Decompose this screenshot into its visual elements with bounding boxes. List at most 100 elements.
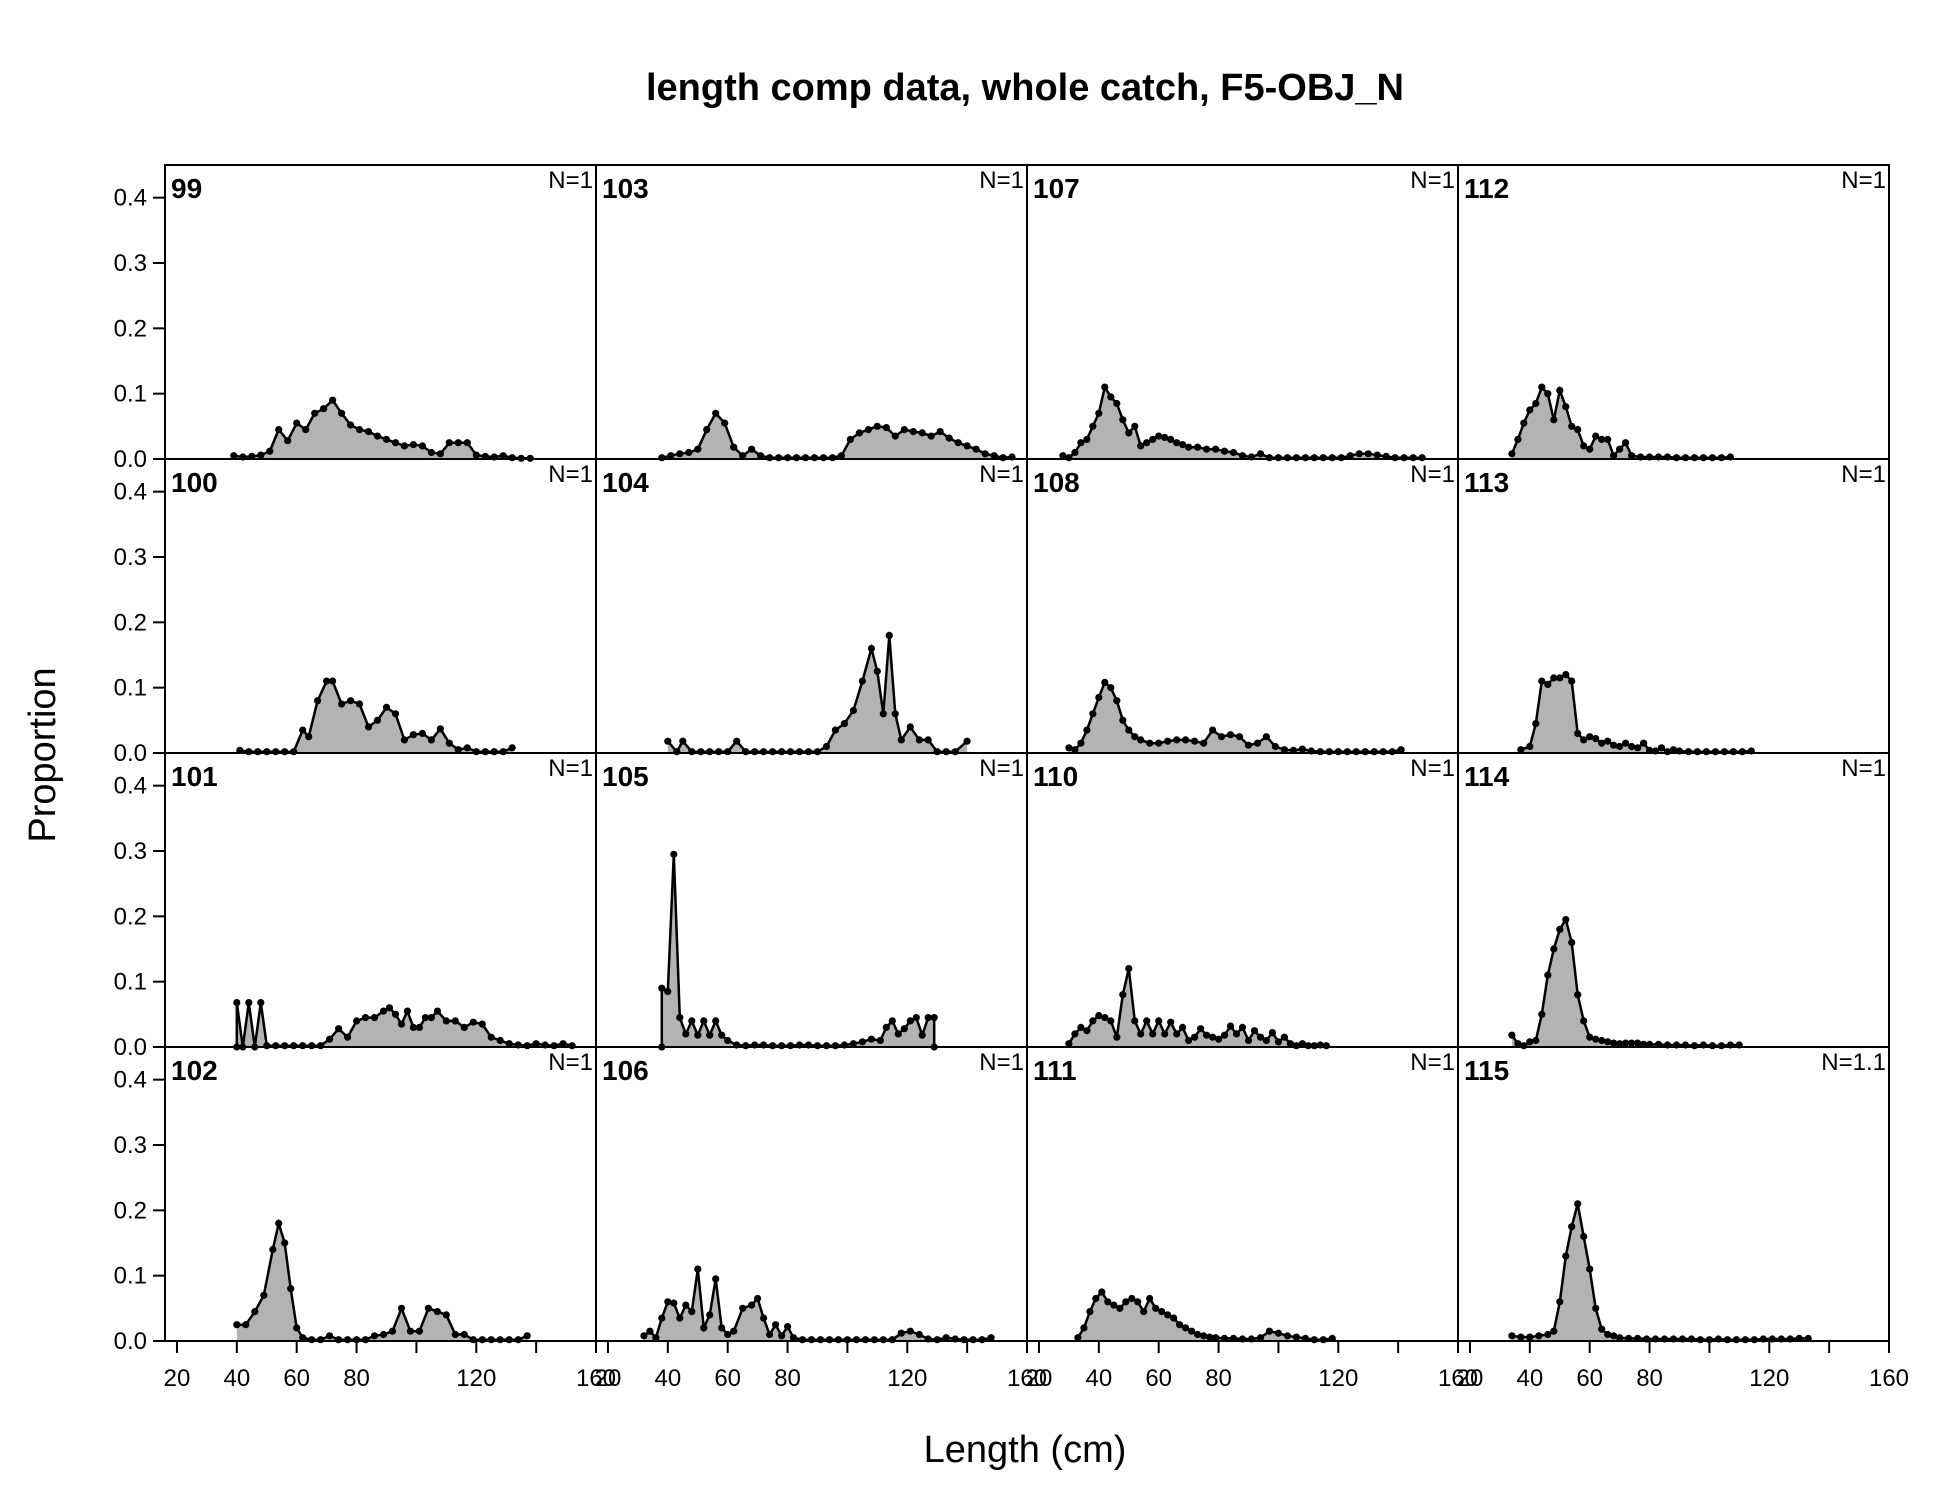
data-point-105 <box>912 1014 920 1022</box>
data-point-105 <box>769 1042 777 1050</box>
data-point-113 <box>1669 746 1678 754</box>
panel-frame-114 <box>1457 752 1890 1048</box>
data-point-111 <box>1152 1304 1160 1312</box>
data-point-115 <box>1526 1333 1534 1341</box>
data-point-112 <box>1568 422 1576 430</box>
data-point-108 <box>1095 693 1103 702</box>
data-point-106 <box>879 1336 887 1344</box>
data-point-111 <box>1212 1334 1220 1342</box>
data-point-110 <box>1322 1042 1330 1050</box>
y-tick-label: 0.3 <box>114 838 147 865</box>
data-point-114 <box>1592 1035 1600 1043</box>
data-point-101 <box>478 1020 486 1028</box>
series-line-103 <box>661 411 1013 459</box>
data-point-106 <box>718 1324 726 1332</box>
y-tick-label: 0.2 <box>114 1197 147 1224</box>
data-point-108 <box>1137 736 1145 744</box>
data-point-102 <box>335 1336 343 1344</box>
data-point-107 <box>1089 422 1097 430</box>
data-point-99 <box>454 439 462 447</box>
data-point-101 <box>326 1035 334 1043</box>
data-point-112 <box>1538 383 1546 391</box>
data-point-101 <box>397 1020 406 1028</box>
data-point-101 <box>361 1014 370 1022</box>
data-point-112 <box>1708 454 1716 462</box>
data-point-102 <box>287 1285 295 1293</box>
data-point-104 <box>786 748 795 756</box>
data-point-104 <box>760 748 768 756</box>
data-point-105 <box>724 1036 732 1045</box>
data-point-101 <box>487 1033 495 1041</box>
data-point-103 <box>918 429 926 437</box>
data-point-115 <box>1562 1252 1570 1260</box>
data-point-100 <box>329 677 337 685</box>
data-point-99 <box>284 437 292 445</box>
data-point-108 <box>1191 737 1199 745</box>
x-tick-label: 40 <box>1085 1365 1112 1392</box>
data-point-110 <box>1161 1030 1169 1038</box>
data-point-108 <box>1200 739 1208 747</box>
data-point-100 <box>281 748 289 756</box>
sample-size-label-112: N=1 <box>1841 167 1886 194</box>
data-point-107 <box>1256 450 1265 458</box>
data-point-115 <box>1610 1332 1618 1340</box>
data-point-110 <box>1071 1030 1079 1038</box>
data-point-114 <box>1708 1042 1716 1050</box>
data-point-115 <box>1556 1298 1564 1306</box>
x-tick-label: 80 <box>343 1365 370 1392</box>
data-point-114 <box>1604 1038 1612 1046</box>
sample-size-label-103: N=1 <box>979 167 1024 194</box>
data-point-112 <box>1672 454 1681 462</box>
data-point-102 <box>293 1324 301 1332</box>
x-tick-label: 20 <box>1457 1365 1484 1392</box>
data-point-107 <box>1301 454 1309 462</box>
data-point-99 <box>320 405 328 413</box>
data-point-106 <box>712 1275 720 1283</box>
data-point-111 <box>1310 1336 1318 1344</box>
y-tick-label: 0.4 <box>114 479 147 506</box>
data-point-110 <box>1226 1022 1235 1030</box>
panel-frame-112 <box>1457 164 1890 460</box>
data-point-111 <box>1182 1324 1190 1332</box>
panel-frame-102 <box>164 1046 597 1342</box>
data-point-105 <box>849 1040 858 1048</box>
panel-frame-107 <box>1026 164 1459 460</box>
data-point-108 <box>1262 733 1270 741</box>
data-point-113 <box>1693 748 1701 756</box>
data-point-114 <box>1690 1042 1699 1050</box>
panel-label-105: 105 <box>602 761 649 792</box>
data-point-101 <box>308 1042 316 1050</box>
data-point-110 <box>1203 1031 1211 1039</box>
data-point-105 <box>658 984 666 992</box>
data-point-105 <box>924 1014 932 1022</box>
sample-size-label-99: N=1 <box>548 167 593 194</box>
data-point-104 <box>906 723 914 731</box>
data-point-110 <box>1089 1017 1097 1025</box>
data-point-105 <box>712 1017 720 1025</box>
data-point-114 <box>1538 1010 1546 1018</box>
data-point-104 <box>804 748 813 756</box>
data-point-108 <box>1271 742 1279 751</box>
sample-size-label-115: N=1.1 <box>1821 1049 1886 1076</box>
data-point-114 <box>1622 1039 1630 1047</box>
data-point-107 <box>1283 454 1291 462</box>
data-point-105 <box>676 1014 684 1022</box>
data-point-114 <box>1562 916 1570 924</box>
data-point-105 <box>682 1030 690 1038</box>
data-point-114 <box>1610 1039 1618 1047</box>
data-point-107 <box>1364 450 1372 458</box>
data-point-111 <box>1200 1332 1208 1340</box>
data-point-113 <box>1562 671 1570 679</box>
data-point-108 <box>1379 748 1387 756</box>
x-tick-label: 80 <box>1636 1365 1663 1392</box>
data-point-105 <box>831 1042 840 1050</box>
data-point-102 <box>242 1321 250 1329</box>
data-point-108 <box>1316 748 1324 756</box>
data-point-110 <box>1095 1012 1103 1020</box>
data-point-112 <box>1574 426 1582 434</box>
data-point-105 <box>670 850 678 858</box>
data-point-108 <box>1131 733 1139 741</box>
data-point-104 <box>742 748 750 756</box>
data-point-99 <box>445 439 453 447</box>
